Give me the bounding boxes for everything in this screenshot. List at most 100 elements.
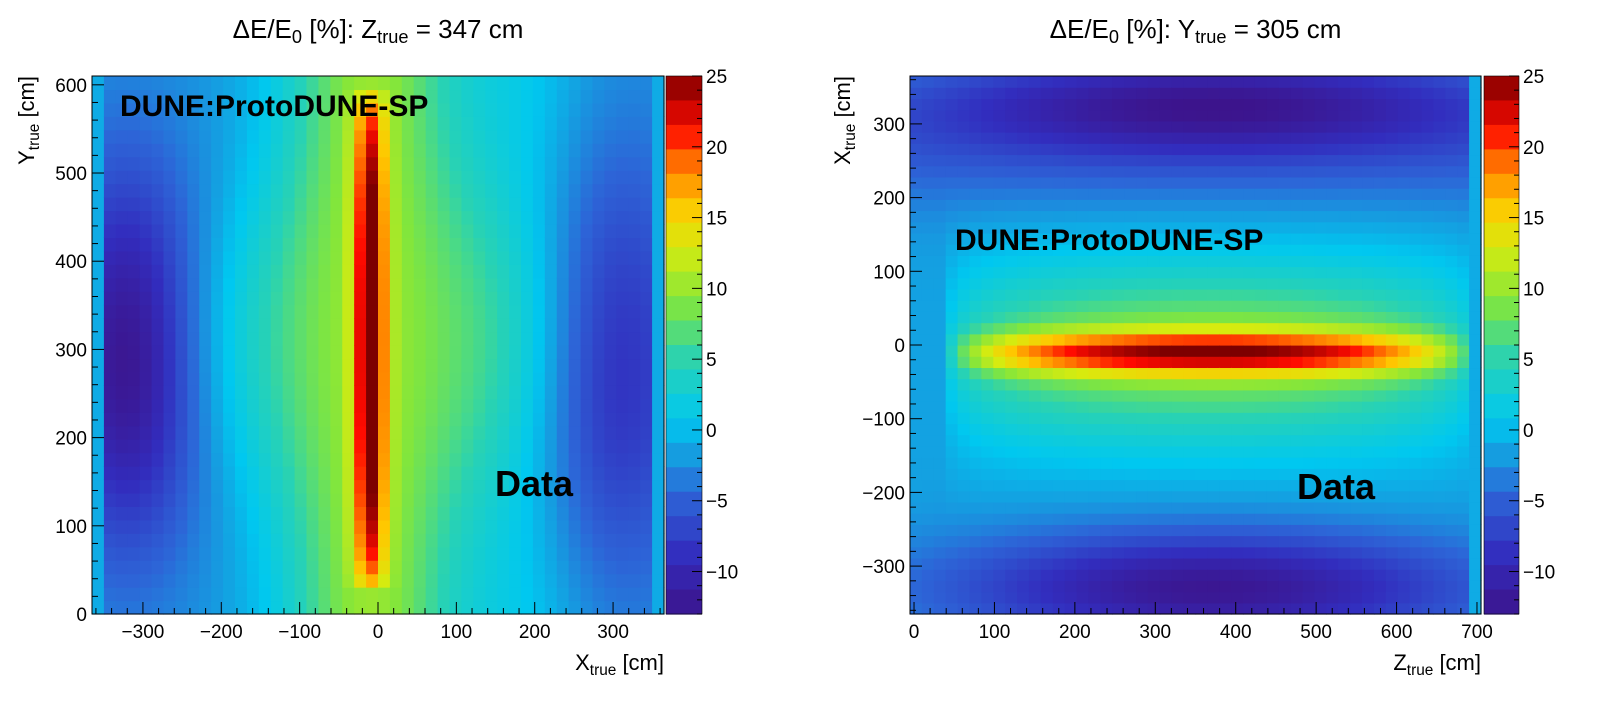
heatmap-cell: [1076, 300, 1090, 312]
heatmap-cell: [580, 223, 594, 238]
heatmap-cell: [163, 237, 177, 252]
heatmap-cell: [1362, 479, 1375, 492]
heatmap-cell: [1219, 244, 1232, 256]
heatmap-cell: [366, 197, 379, 212]
heatmap-cell: [1314, 288, 1327, 301]
heatmap-cell: [1147, 255, 1161, 268]
heatmap-cell: [1112, 98, 1125, 111]
heatmap-cell: [592, 197, 606, 212]
heatmap-cell: [1183, 87, 1197, 100]
heatmap-cell: [306, 452, 320, 467]
heatmap-cell: [1350, 356, 1363, 369]
heatmap-cell: [1385, 501, 1399, 514]
heatmap-cell: [1302, 311, 1316, 324]
heatmap-cell: [437, 519, 451, 534]
heatmap-cell: [532, 197, 546, 212]
heatmap-cell: [103, 197, 117, 212]
colorbar-segment: [666, 320, 702, 346]
heatmap-cell: [1147, 591, 1161, 604]
heatmap-cell: [1254, 333, 1268, 346]
heatmap-cell: [115, 277, 129, 292]
heatmap-cell: [1052, 232, 1066, 245]
heatmap-cell: [1195, 401, 1208, 413]
heatmap-cell: [282, 318, 296, 333]
heatmap-cell: [1040, 288, 1054, 301]
heatmap-cell: [1052, 165, 1066, 178]
heatmap-cell: [1385, 591, 1399, 604]
heatmap-cell: [1397, 132, 1411, 144]
heatmap-cell: [592, 223, 606, 238]
heatmap-cell: [330, 358, 343, 373]
heatmap-cell: [151, 506, 165, 521]
heatmap-cell: [532, 223, 546, 238]
heatmap-cell: [1469, 244, 1482, 256]
heatmap-cell: [461, 76, 474, 91]
heatmap-cell: [640, 412, 653, 427]
heatmap-cell: [1254, 569, 1268, 581]
heatmap-cell: [933, 109, 947, 122]
heatmap-cell: [401, 156, 415, 171]
heatmap-cell: [993, 244, 1006, 256]
heatmap-cell: [1409, 591, 1423, 604]
heatmap-cell: [425, 506, 439, 521]
heatmap-cell: [1017, 154, 1030, 167]
heatmap-cell: [330, 89, 343, 104]
heatmap-cell: [1124, 165, 1137, 178]
heatmap-cell: [628, 425, 641, 440]
heatmap-cell: [151, 519, 165, 534]
heatmap-cell: [933, 120, 947, 133]
heatmap-cell: [933, 333, 947, 346]
heatmap-cell: [1231, 412, 1244, 425]
heatmap-cell: [103, 439, 117, 454]
heatmap-cell: [246, 304, 260, 319]
heatmap-cell: [115, 291, 129, 306]
heatmap-cell: [921, 580, 935, 593]
heatmap-cell: [354, 291, 367, 306]
heatmap-cell: [1159, 378, 1173, 391]
heatmap-cell: [389, 519, 403, 534]
heatmap-cell: [1373, 300, 1387, 312]
heatmap-cell: [1124, 143, 1137, 156]
heatmap-cell: [652, 210, 665, 225]
heatmap-cell: [449, 102, 463, 117]
heatmap-cell: [616, 183, 629, 198]
heatmap-cell: [957, 602, 971, 615]
heatmap-cell: [1266, 412, 1280, 425]
heatmap-cell: [366, 546, 379, 561]
heatmap-cell: [957, 423, 971, 436]
heatmap-cell: [1338, 524, 1351, 537]
heatmap-cell: [1433, 401, 1446, 413]
heatmap-cell: [933, 277, 947, 290]
heatmap-cell: [1100, 468, 1113, 481]
heatmap-cell: [235, 466, 248, 481]
heatmap-cell: [1064, 557, 1078, 570]
heatmap-cell: [1231, 165, 1244, 178]
heatmap-cell: [1124, 468, 1137, 481]
heatmap-cell: [163, 210, 177, 225]
heatmap-cell: [1385, 513, 1399, 525]
heatmap-cell: [521, 102, 534, 117]
heatmap-cell: [1362, 345, 1375, 357]
heatmap-cell: [449, 129, 463, 144]
heatmap-cell: [294, 466, 308, 481]
heatmap-cell: [1338, 120, 1351, 133]
heatmap-cell: [235, 116, 248, 131]
heatmap-cell: [1005, 602, 1018, 615]
heatmap-cell: [1433, 333, 1446, 346]
heatmap-cell: [1302, 434, 1316, 447]
heatmap-cell: [1136, 132, 1149, 144]
heatmap-cell: [1243, 300, 1256, 312]
heatmap-cell: [945, 412, 959, 425]
heatmap-cell: [592, 345, 606, 360]
heatmap-cell: [497, 102, 510, 117]
heatmap-cell: [1254, 378, 1268, 391]
heatmap-cell: [389, 250, 403, 265]
heatmap-cell: [449, 264, 463, 279]
heatmap-cell: [306, 318, 320, 333]
heatmap-cell: [1219, 311, 1232, 324]
heatmap-cell: [1195, 468, 1208, 481]
heatmap-cell: [957, 356, 971, 369]
heatmap-cell: [1112, 524, 1125, 537]
heatmap-cell: [1290, 210, 1304, 223]
heatmap-cell: [1421, 378, 1435, 391]
